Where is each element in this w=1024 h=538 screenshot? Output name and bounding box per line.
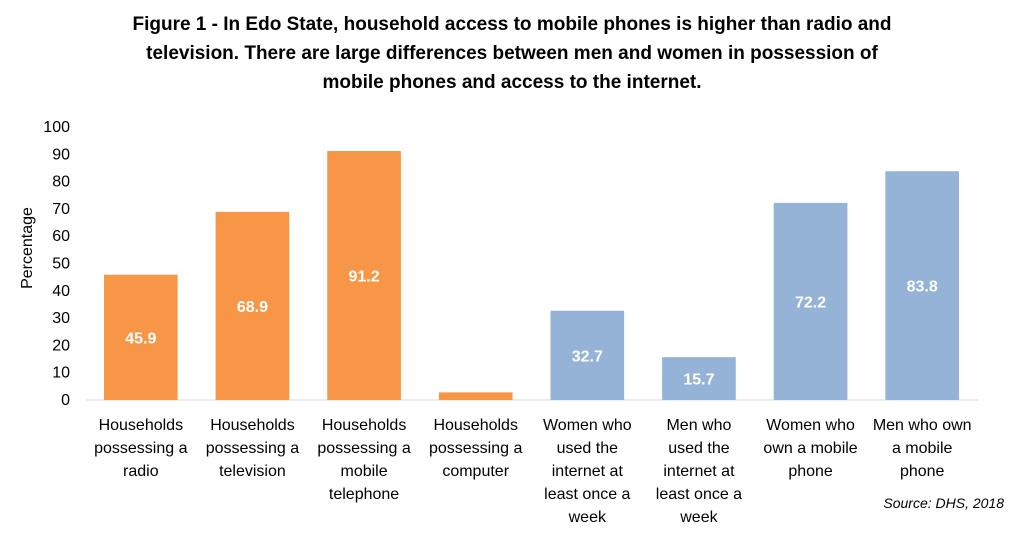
bar: [327, 151, 401, 400]
bars: [103, 151, 960, 400]
x-tick-label: radio: [123, 463, 159, 480]
y-axis: 0 10 20 30 40 50 60 70 80 90 100: [43, 119, 70, 409]
x-tick-label: Women who: [543, 417, 632, 434]
y-tick-label: 60: [52, 228, 70, 245]
y-tick-label: 90: [52, 146, 70, 163]
x-tick-label: Men who own: [873, 417, 972, 434]
x-tick-label: television: [219, 463, 286, 480]
x-tick-label: internet at: [552, 463, 624, 480]
bar: [438, 392, 513, 400]
y-tick-label: 80: [52, 174, 70, 191]
data-labels: 45.9 68.9 91.2 32.7 15.7 72.2 83.8: [125, 269, 938, 389]
bar: [103, 274, 178, 400]
y-axis-label: Percentage: [19, 207, 36, 289]
data-label: 68.9: [237, 299, 268, 316]
x-tick-label: computer: [442, 463, 509, 480]
x-tick-label: phone: [788, 463, 833, 480]
x-tick-label: Households: [433, 417, 518, 434]
bar: [215, 211, 290, 400]
source-note: Source: DHS, 2018: [883, 495, 1004, 511]
x-tick-label: week: [568, 509, 607, 526]
data-label: 83.8: [907, 279, 938, 296]
x-tick-label: mobile: [340, 463, 387, 480]
x-tick-label: possessing a: [317, 440, 410, 457]
x-tick-label: least once a: [656, 486, 742, 503]
x-tick-label: Households: [322, 417, 407, 434]
x-tick-label: used the: [557, 440, 618, 457]
x-tick-label: Men who: [666, 417, 731, 434]
y-tick-label: 50: [52, 256, 70, 273]
y-tick-label: 70: [52, 201, 70, 218]
x-tick-label: own a mobile: [763, 440, 857, 457]
x-tick-label: least once a: [544, 486, 630, 503]
x-tick-label: a mobile: [892, 440, 953, 457]
y-tick-label: 20: [52, 337, 70, 354]
chart-title: Figure 1 - In Edo State, household acces…: [132, 14, 891, 93]
x-tick-label: Women who: [766, 417, 855, 434]
y-tick-label: 40: [52, 283, 70, 300]
x-tick-label: possessing a: [429, 440, 522, 457]
data-label: 72.2: [795, 294, 826, 311]
data-label: 32.7: [572, 348, 603, 365]
x-tick-label: internet at: [663, 463, 735, 480]
y-tick-label: 30: [52, 310, 70, 327]
data-label: 15.7: [683, 372, 714, 389]
y-tick-label: 0: [61, 392, 70, 409]
chart-title-line-1: Figure 1 - In Edo State, household acces…: [132, 14, 891, 35]
chart-title-line-2: television. There are large differences …: [146, 43, 878, 64]
x-tick-label: phone: [900, 463, 945, 480]
x-tick-label: used the: [668, 440, 729, 457]
bar: [885, 171, 960, 400]
chart-title-line-3: mobile phones and access to the internet…: [322, 72, 701, 93]
y-tick-label: 100: [43, 119, 70, 136]
bar: [662, 357, 736, 400]
bar: [550, 310, 625, 400]
x-tick-label: Households: [210, 417, 295, 434]
x-tick-label: possessing a: [94, 440, 187, 457]
x-axis-tick-labels: Households possessing a radio Households pos…: [94, 417, 971, 526]
x-tick-label: week: [679, 509, 718, 526]
x-tick-label: telephone: [329, 486, 399, 503]
y-tick-label: 10: [52, 365, 70, 382]
x-tick-label: Households: [99, 417, 184, 434]
x-tick-label: possessing a: [206, 440, 299, 457]
data-label: 45.9: [125, 330, 156, 347]
data-label: 91.2: [348, 269, 379, 286]
bar: [773, 202, 848, 400]
